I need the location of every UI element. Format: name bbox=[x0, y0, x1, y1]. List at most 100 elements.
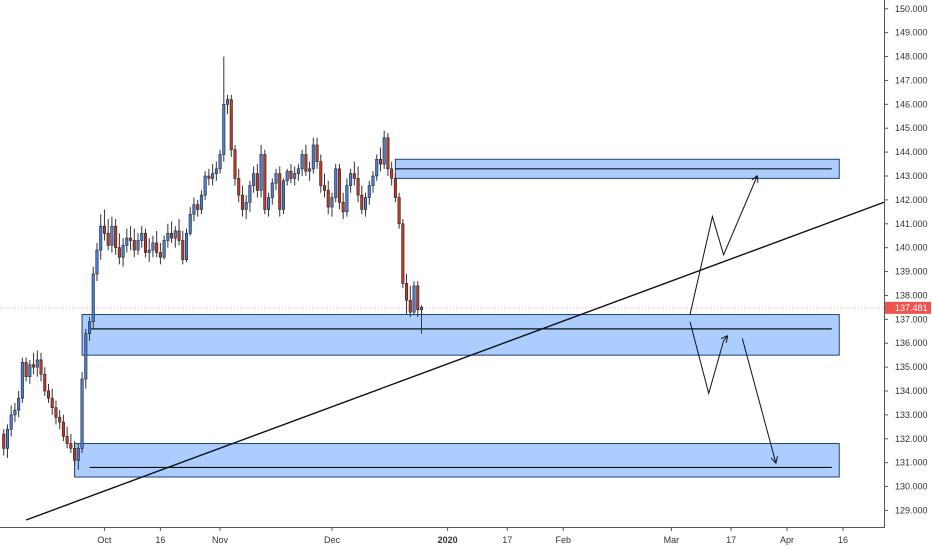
candle[interactable] bbox=[199, 190, 203, 215]
candle[interactable] bbox=[356, 166, 360, 203]
candle[interactable] bbox=[360, 185, 364, 215]
candle[interactable] bbox=[73, 441, 77, 466]
candle[interactable] bbox=[80, 371, 84, 454]
candle[interactable] bbox=[102, 209, 106, 241]
candle[interactable] bbox=[278, 166, 282, 217]
candle[interactable] bbox=[364, 192, 368, 217]
candle[interactable] bbox=[35, 350, 39, 377]
candle[interactable] bbox=[315, 137, 319, 169]
projection-arrow-3[interactable] bbox=[741, 338, 776, 462]
candle[interactable] bbox=[184, 228, 189, 262]
candle[interactable] bbox=[54, 400, 58, 425]
candle[interactable] bbox=[24, 357, 28, 382]
candle[interactable] bbox=[267, 192, 271, 217]
projection-arrow-1[interactable] bbox=[689, 176, 757, 315]
candle[interactable] bbox=[5, 424, 9, 458]
ascending-trendline[interactable] bbox=[25, 201, 885, 521]
candle[interactable] bbox=[416, 281, 420, 317]
candle[interactable] bbox=[143, 228, 147, 258]
candle[interactable] bbox=[32, 352, 36, 375]
candle[interactable] bbox=[151, 235, 155, 258]
candle[interactable] bbox=[95, 242, 99, 282]
candle[interactable] bbox=[393, 173, 397, 203]
candle[interactable] bbox=[188, 207, 192, 236]
candle[interactable] bbox=[132, 228, 136, 258]
candle[interactable] bbox=[69, 434, 73, 454]
candle[interactable] bbox=[371, 171, 375, 193]
candle[interactable] bbox=[214, 161, 218, 181]
candle[interactable] bbox=[222, 56, 226, 162]
candle[interactable] bbox=[17, 391, 21, 418]
candle[interactable] bbox=[28, 359, 32, 384]
candle[interactable] bbox=[99, 214, 103, 260]
candle[interactable] bbox=[322, 173, 327, 198]
candle[interactable] bbox=[43, 367, 47, 396]
candle[interactable] bbox=[334, 164, 338, 203]
candle[interactable] bbox=[259, 144, 263, 198]
candle[interactable] bbox=[296, 164, 300, 181]
candle[interactable] bbox=[211, 164, 215, 186]
candle[interactable] bbox=[170, 221, 174, 243]
candle[interactable] bbox=[91, 266, 95, 329]
candle[interactable] bbox=[289, 164, 293, 184]
candle[interactable] bbox=[177, 219, 181, 246]
candle[interactable] bbox=[181, 230, 185, 265]
candle[interactable] bbox=[226, 94, 230, 114]
candle[interactable] bbox=[401, 219, 405, 289]
candle[interactable] bbox=[390, 161, 394, 186]
candle[interactable] bbox=[382, 130, 386, 169]
candle[interactable] bbox=[106, 219, 110, 251]
candle[interactable] bbox=[285, 168, 289, 186]
projection-arrow-2[interactable] bbox=[689, 321, 727, 396]
candle[interactable] bbox=[13, 402, 17, 423]
candle[interactable] bbox=[166, 223, 170, 248]
candle[interactable] bbox=[367, 180, 371, 205]
candle[interactable] bbox=[352, 161, 356, 186]
candle[interactable] bbox=[125, 228, 129, 253]
candle[interactable] bbox=[203, 171, 207, 200]
candle[interactable] bbox=[386, 133, 390, 176]
candle[interactable] bbox=[341, 192, 345, 219]
candle[interactable] bbox=[244, 195, 248, 219]
candle[interactable] bbox=[196, 199, 200, 217]
candle[interactable] bbox=[419, 305, 423, 334]
candle[interactable] bbox=[140, 226, 144, 248]
candle[interactable] bbox=[20, 357, 24, 403]
candle[interactable] bbox=[304, 144, 308, 176]
candle[interactable] bbox=[405, 273, 409, 315]
candle[interactable] bbox=[136, 233, 140, 255]
candle[interactable] bbox=[349, 168, 353, 193]
candle[interactable] bbox=[192, 197, 196, 222]
candle[interactable] bbox=[117, 233, 121, 265]
candle[interactable] bbox=[311, 137, 315, 174]
supply-demand-zone-2[interactable] bbox=[81, 314, 840, 356]
candle[interactable] bbox=[76, 443, 80, 470]
candle[interactable] bbox=[240, 185, 244, 217]
candle[interactable] bbox=[46, 383, 51, 403]
candle[interactable] bbox=[252, 166, 256, 193]
candle[interactable] bbox=[300, 149, 304, 176]
candle[interactable] bbox=[155, 230, 159, 258]
candle[interactable] bbox=[233, 144, 237, 186]
candle[interactable] bbox=[248, 180, 252, 212]
candle[interactable] bbox=[378, 147, 382, 172]
candle[interactable] bbox=[375, 154, 379, 181]
candle[interactable] bbox=[9, 405, 13, 437]
candle[interactable] bbox=[397, 192, 401, 229]
candle[interactable] bbox=[408, 285, 412, 317]
candle[interactable] bbox=[207, 168, 211, 186]
candle[interactable] bbox=[281, 178, 285, 215]
candle[interactable] bbox=[270, 178, 274, 205]
candle[interactable] bbox=[237, 168, 241, 203]
time-axis[interactable]: Oct 16 Nov Dec 2020 17 Feb Mar 17 Apr 16 bbox=[0, 527, 885, 550]
candle[interactable] bbox=[147, 238, 151, 262]
candle[interactable] bbox=[2, 429, 6, 456]
candle[interactable] bbox=[58, 410, 62, 430]
candle[interactable] bbox=[162, 235, 166, 260]
candle[interactable] bbox=[412, 281, 416, 315]
candle[interactable] bbox=[173, 226, 177, 248]
candle[interactable] bbox=[50, 388, 54, 415]
candle[interactable] bbox=[129, 226, 133, 251]
candle[interactable] bbox=[61, 414, 65, 442]
